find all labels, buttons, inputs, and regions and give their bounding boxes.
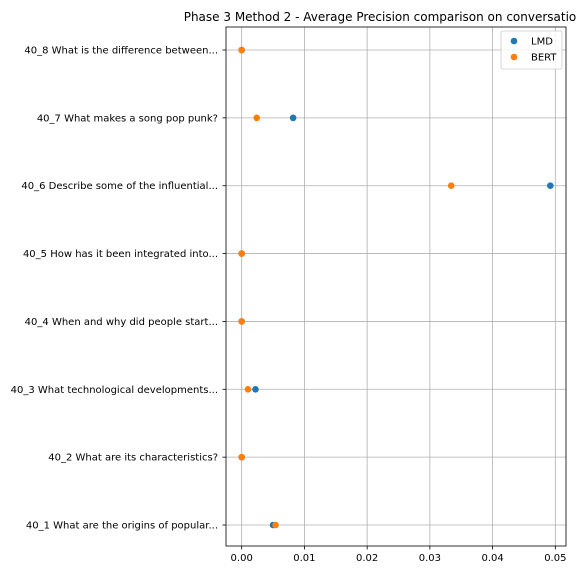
y-tick-label: 40_1 What are the origins of popular... (26, 521, 218, 532)
x-tick-label: 0.01 (293, 553, 315, 564)
x-tick-label: 0.04 (481, 553, 503, 564)
y-tick-label: 40_7 What makes a song pop punk? (37, 113, 218, 124)
legend-label-bert: BERT (531, 53, 557, 64)
legend-marker-lmd (510, 37, 518, 45)
data-point-bert (238, 453, 245, 461)
y-tick-label: 40_6 Describe some of the influential... (21, 181, 218, 192)
x-tick-label: 0.05 (544, 553, 566, 564)
y-tick-label: 40_8 What is the difference between... (24, 46, 218, 57)
data-point-bert (447, 182, 455, 190)
data-point-lmd (289, 114, 297, 122)
data-point-bert (253, 114, 261, 122)
data-point-bert (272, 521, 279, 529)
y-tick-label: 40_3 What technological developments... (11, 385, 218, 396)
x-tick-label: 0.02 (356, 553, 378, 564)
legend-marker-bert (510, 53, 518, 61)
legend-label-lmd: LMD (531, 37, 553, 48)
data-point-bert (238, 318, 245, 325)
grid (226, 27, 566, 546)
y-tick-label: 40_2 What are its characteristics? (48, 453, 218, 464)
data-point-bert (238, 250, 245, 257)
x-tick-label: 0.03 (419, 553, 441, 564)
data-point-lmd (547, 182, 554, 190)
plot-frame (225, 26, 567, 547)
chart-title: Phase 3 Method 2 - Average Precision com… (184, 10, 576, 24)
data-point-lmd (252, 385, 259, 393)
data-point-bert (244, 385, 252, 393)
legend: LMD BERT (500, 30, 563, 70)
data-points (238, 46, 554, 529)
y-tick-label: 40_5 How has it been integrated into... (23, 249, 218, 260)
data-point-bert (238, 46, 245, 54)
y-tick-label: 40_4 When and why did people start... (25, 317, 218, 328)
axes: 0.00 0.01 0.02 0.03 0.04 0.05 40_1 What are th… (11, 46, 567, 565)
x-tick-label: 0.00 (231, 553, 253, 564)
